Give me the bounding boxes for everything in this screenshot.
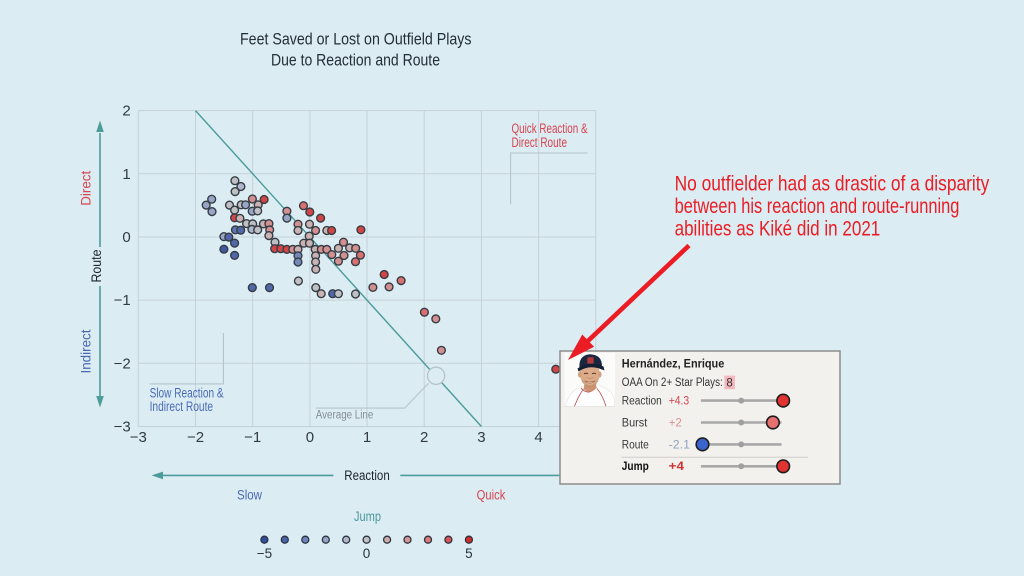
svg-text:-2.1: -2.1	[669, 439, 690, 451]
svg-text:8: 8	[726, 377, 732, 389]
svg-text:between his reaction and route: between his reaction and route-running	[675, 195, 960, 218]
svg-text:5: 5	[465, 546, 473, 561]
svg-text:Slow: Slow	[237, 487, 262, 502]
svg-text:Reaction: Reaction	[622, 396, 662, 408]
svg-text:−2: −2	[187, 429, 204, 446]
svg-text:−3: −3	[130, 429, 147, 446]
svg-text:−1: −1	[114, 292, 131, 309]
svg-text:Slow Reaction &: Slow Reaction &	[150, 386, 224, 401]
svg-text:−3: −3	[114, 419, 131, 436]
svg-text:OAA On 2+ Star Plays:: OAA On 2+ Star Plays:	[622, 377, 723, 389]
svg-text:−2: −2	[114, 355, 131, 372]
svg-text:Indirect Route: Indirect Route	[150, 399, 214, 414]
svg-text:2: 2	[420, 429, 428, 446]
svg-text:Jump: Jump	[622, 461, 649, 473]
svg-text:3: 3	[477, 429, 485, 446]
svg-text:4: 4	[534, 429, 542, 446]
svg-text:+2: +2	[669, 417, 682, 429]
svg-text:Jump: Jump	[354, 509, 381, 524]
svg-text:Route: Route	[88, 249, 104, 282]
svg-text:Quick: Quick	[477, 487, 506, 502]
svg-text:Route: Route	[622, 439, 649, 451]
svg-text:abilities as Kiké did in 2021: abilities as Kiké did in 2021	[675, 218, 881, 241]
svg-text:0: 0	[363, 546, 371, 561]
svg-text:1: 1	[122, 166, 130, 183]
svg-text:No outfielder had as drastic o: No outfielder had as drastic of a dispar…	[675, 173, 990, 196]
svg-text:+4.3: +4.3	[669, 396, 690, 408]
svg-text:Quick Reaction &: Quick Reaction &	[512, 121, 588, 136]
svg-text:2: 2	[122, 103, 130, 120]
svg-text:−1: −1	[244, 429, 261, 446]
svg-text:+4: +4	[669, 461, 685, 473]
svg-text:1: 1	[363, 429, 371, 446]
svg-text:Indirect: Indirect	[79, 329, 94, 373]
svg-text:−5: −5	[257, 546, 272, 561]
svg-text:Direct Route: Direct Route	[512, 135, 568, 150]
svg-text:Reaction: Reaction	[344, 468, 390, 483]
svg-text:Hernández, Enrique: Hernández, Enrique	[622, 359, 725, 371]
svg-text:Burst: Burst	[622, 417, 648, 429]
svg-text:Average Line: Average Line	[316, 410, 374, 422]
svg-text:Due to Reaction and Route: Due to Reaction and Route	[271, 51, 440, 70]
svg-text:0: 0	[306, 429, 314, 446]
svg-text:Direct: Direct	[79, 171, 94, 206]
svg-text:Feet Saved or Lost on Outfield: Feet Saved or Lost on Outfield Plays	[240, 30, 472, 49]
svg-text:0: 0	[122, 229, 130, 246]
